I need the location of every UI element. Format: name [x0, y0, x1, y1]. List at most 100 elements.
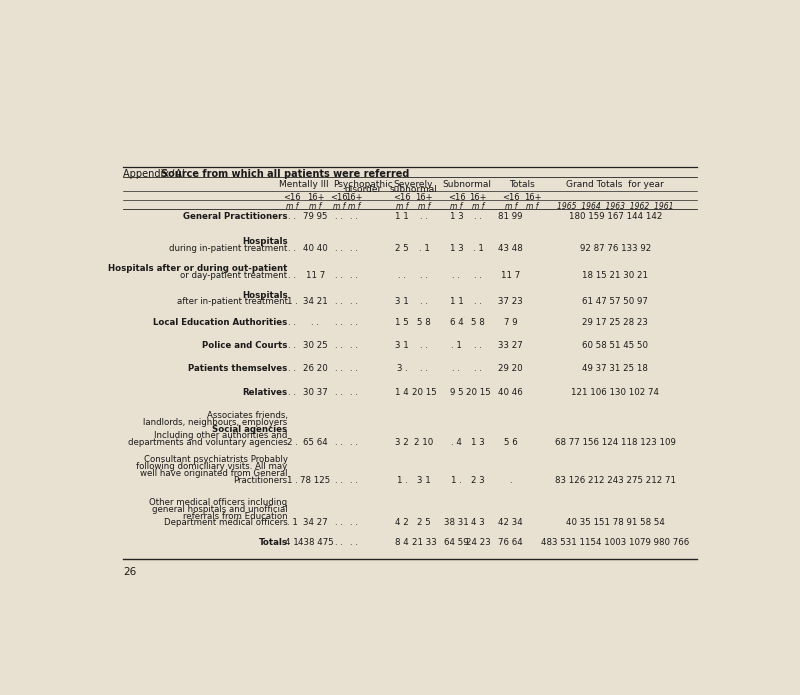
Text: Totals: Totals: [258, 538, 287, 547]
Text: 81 99: 81 99: [498, 212, 523, 221]
Text: . .: . .: [350, 476, 358, 485]
Text: 11 7: 11 7: [306, 271, 325, 280]
Text: . .: . .: [350, 341, 358, 350]
Text: . .: . .: [350, 388, 358, 397]
Text: Psychopathic: Psychopathic: [334, 179, 394, 188]
Text: 78 125: 78 125: [300, 476, 330, 485]
Text: . .: . .: [350, 243, 358, 252]
Text: . .: . .: [474, 297, 482, 306]
Text: <16: <16: [330, 193, 347, 202]
Text: . .: . .: [311, 318, 319, 327]
Text: well have originated from General: well have originated from General: [140, 469, 287, 478]
Text: 26: 26: [123, 567, 137, 577]
Text: 92 87 76 133 92: 92 87 76 133 92: [580, 243, 651, 252]
Text: 3 1: 3 1: [417, 476, 431, 485]
Text: . .: . .: [288, 271, 296, 280]
Text: . .: . .: [334, 212, 342, 221]
Text: Subnormal: Subnormal: [443, 179, 492, 188]
Text: . .: . .: [350, 538, 358, 547]
Text: m f: m f: [526, 202, 538, 211]
Text: Mentally Ill: Mentally Ill: [279, 179, 329, 188]
Text: . .: . .: [334, 476, 342, 485]
Text: . .: . .: [350, 318, 358, 327]
Text: . .: . .: [420, 341, 428, 350]
Text: . 1: . 1: [473, 243, 484, 252]
Text: 9 5: 9 5: [450, 388, 463, 397]
Text: 2 5: 2 5: [417, 518, 431, 528]
Text: . .: . .: [334, 341, 342, 350]
Text: 6 4: 6 4: [450, 318, 463, 327]
Text: 1 .: 1 .: [397, 476, 408, 485]
Text: 16+: 16+: [524, 193, 542, 202]
Text: 30 37: 30 37: [303, 388, 328, 397]
Text: 11 7: 11 7: [501, 271, 520, 280]
Text: . .: . .: [350, 518, 358, 528]
Text: 4 3: 4 3: [471, 518, 485, 528]
Text: 16+: 16+: [346, 193, 363, 202]
Text: 1965  1964  1963  1962  1961: 1965 1964 1963 1962 1961: [557, 202, 674, 211]
Text: 61 47 57 50 97: 61 47 57 50 97: [582, 297, 648, 306]
Text: 24 23: 24 23: [466, 538, 490, 547]
Text: . .: . .: [350, 439, 358, 448]
Text: 7 9: 7 9: [504, 318, 518, 327]
Text: Relatives: Relatives: [242, 388, 287, 397]
Text: 34 21: 34 21: [303, 297, 328, 306]
Text: Local Education Authorities: Local Education Authorities: [154, 318, 287, 327]
Text: 34 27: 34 27: [303, 518, 328, 528]
Text: 3 .: 3 .: [397, 364, 408, 373]
Text: m f: m f: [472, 202, 484, 211]
Text: 29 20: 29 20: [498, 364, 523, 373]
Text: 1 1: 1 1: [450, 297, 463, 306]
Text: <16: <16: [283, 193, 301, 202]
Text: Grand Totals  for year: Grand Totals for year: [566, 179, 664, 188]
Text: 3 1: 3 1: [395, 297, 409, 306]
Text: General Practitioners: General Practitioners: [183, 212, 287, 221]
Text: 2 .: 2 .: [286, 439, 298, 448]
Text: during in-patient treatment: during in-patient treatment: [169, 243, 287, 252]
Text: 4 2: 4 2: [395, 518, 409, 528]
Text: disorder: disorder: [345, 185, 382, 194]
Text: 60 58 51 45 50: 60 58 51 45 50: [582, 341, 648, 350]
Text: 68 77 156 124 118 123 109: 68 77 156 124 118 123 109: [555, 439, 676, 448]
Text: . .: . .: [350, 364, 358, 373]
Text: Source from which all patients were referred: Source from which all patients were refe…: [162, 169, 410, 179]
Text: 4 1: 4 1: [286, 538, 299, 547]
Text: landlords, neighbours, employers: landlords, neighbours, employers: [143, 418, 287, 427]
Text: . .: . .: [474, 341, 482, 350]
Text: 1 4: 1 4: [395, 388, 409, 397]
Text: m f: m f: [333, 202, 345, 211]
Text: 121 106 130 102 74: 121 106 130 102 74: [571, 388, 659, 397]
Text: 64 59: 64 59: [444, 538, 469, 547]
Text: 3 1: 3 1: [395, 341, 409, 350]
Text: 1 1: 1 1: [395, 212, 409, 221]
Text: general hospitals and unofficial: general hospitals and unofficial: [152, 505, 287, 514]
Text: 3 2: 3 2: [395, 439, 409, 448]
Text: . .: . .: [420, 212, 428, 221]
Text: . 1: . 1: [286, 518, 298, 528]
Text: . .: . .: [398, 271, 406, 280]
Text: . 1: . 1: [451, 341, 462, 350]
Text: 5 6: 5 6: [504, 439, 518, 448]
Text: 37 23: 37 23: [498, 297, 523, 306]
Text: . .: . .: [334, 297, 342, 306]
Text: 1 .: 1 .: [286, 297, 298, 306]
Text: Practitioners: Practitioners: [234, 476, 287, 485]
Text: 40 35 151 78 91 58 54: 40 35 151 78 91 58 54: [566, 518, 665, 528]
Text: . .: . .: [350, 271, 358, 280]
Text: . .: . .: [288, 388, 296, 397]
Text: Including other authorities and: Including other authorities and: [154, 432, 287, 441]
Text: Patients themselves: Patients themselves: [188, 364, 287, 373]
Text: 20 15: 20 15: [466, 388, 490, 397]
Text: Social agencies: Social agencies: [213, 425, 287, 434]
Text: 29 17 25 28 23: 29 17 25 28 23: [582, 318, 648, 327]
Text: . .: . .: [334, 318, 342, 327]
Text: . .: . .: [288, 364, 296, 373]
Text: m f: m f: [505, 202, 517, 211]
Text: . 1: . 1: [418, 243, 430, 252]
Text: . .: . .: [350, 297, 358, 306]
Text: 1 .: 1 .: [286, 476, 298, 485]
Text: 16+: 16+: [470, 193, 487, 202]
Text: 83 126 212 243 275 212 71: 83 126 212 243 275 212 71: [555, 476, 676, 485]
Text: Totals: Totals: [509, 179, 534, 188]
Text: 5 8: 5 8: [471, 318, 485, 327]
